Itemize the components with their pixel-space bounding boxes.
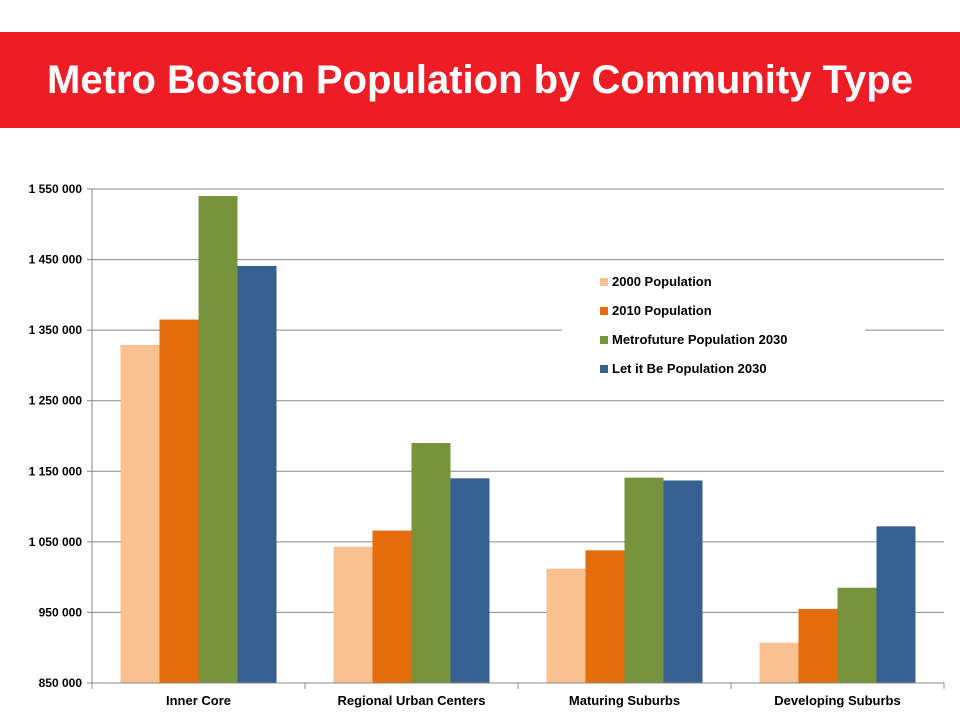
bar [663, 480, 703, 683]
y-tick-label: 1 250 000 [29, 394, 83, 408]
legend-label: Let it Be Population 2030 [612, 361, 767, 376]
legend-box [562, 266, 865, 392]
y-tick-label: 1 550 000 [29, 182, 83, 196]
legend-swatch [600, 307, 608, 315]
bar [159, 319, 199, 683]
title-banner: Metro Boston Population by Community Typ… [0, 32, 960, 128]
x-tick-label: Regional Urban Centers [337, 693, 485, 708]
bar [333, 546, 373, 683]
bar [798, 608, 838, 683]
legend-label: Metrofuture Population 2030 [612, 332, 788, 347]
bar [411, 443, 451, 683]
legend-label: 2010 Population [612, 303, 712, 318]
bar [237, 265, 277, 683]
bar [120, 344, 160, 683]
y-tick-label: 1 150 000 [29, 464, 83, 478]
y-tick-label: 1 350 000 [29, 323, 83, 337]
bar [546, 568, 586, 683]
legend-swatch [600, 336, 608, 344]
x-tick-label: Inner Core [166, 693, 231, 708]
bar [585, 550, 625, 683]
axes: 850 000 950 000 1 050 000 1 150 000 1 250 00… [29, 182, 945, 708]
legend-swatch [600, 278, 608, 286]
bar [876, 526, 916, 683]
legend: 2000 Population 2010 Population Metrofutur… [562, 266, 865, 392]
x-tick-label: Maturing Suburbs [569, 693, 680, 708]
bar [198, 196, 238, 684]
bar [450, 478, 490, 683]
legend-label: 2000 Population [612, 274, 712, 289]
legend-swatch [600, 365, 608, 373]
y-tick-label: 1 450 000 [29, 253, 83, 267]
y-tick-label: 950 000 [39, 605, 83, 619]
bar [624, 477, 664, 683]
y-tick-label: 1 050 000 [29, 535, 83, 549]
bar [759, 642, 799, 683]
page-title: Metro Boston Population by Community Typ… [47, 58, 913, 102]
x-tick-label: Developing Suburbs [774, 693, 900, 708]
bars [120, 196, 916, 684]
y-tick-label: 850 000 [39, 676, 83, 690]
bar [372, 530, 412, 683]
bar [837, 587, 877, 683]
